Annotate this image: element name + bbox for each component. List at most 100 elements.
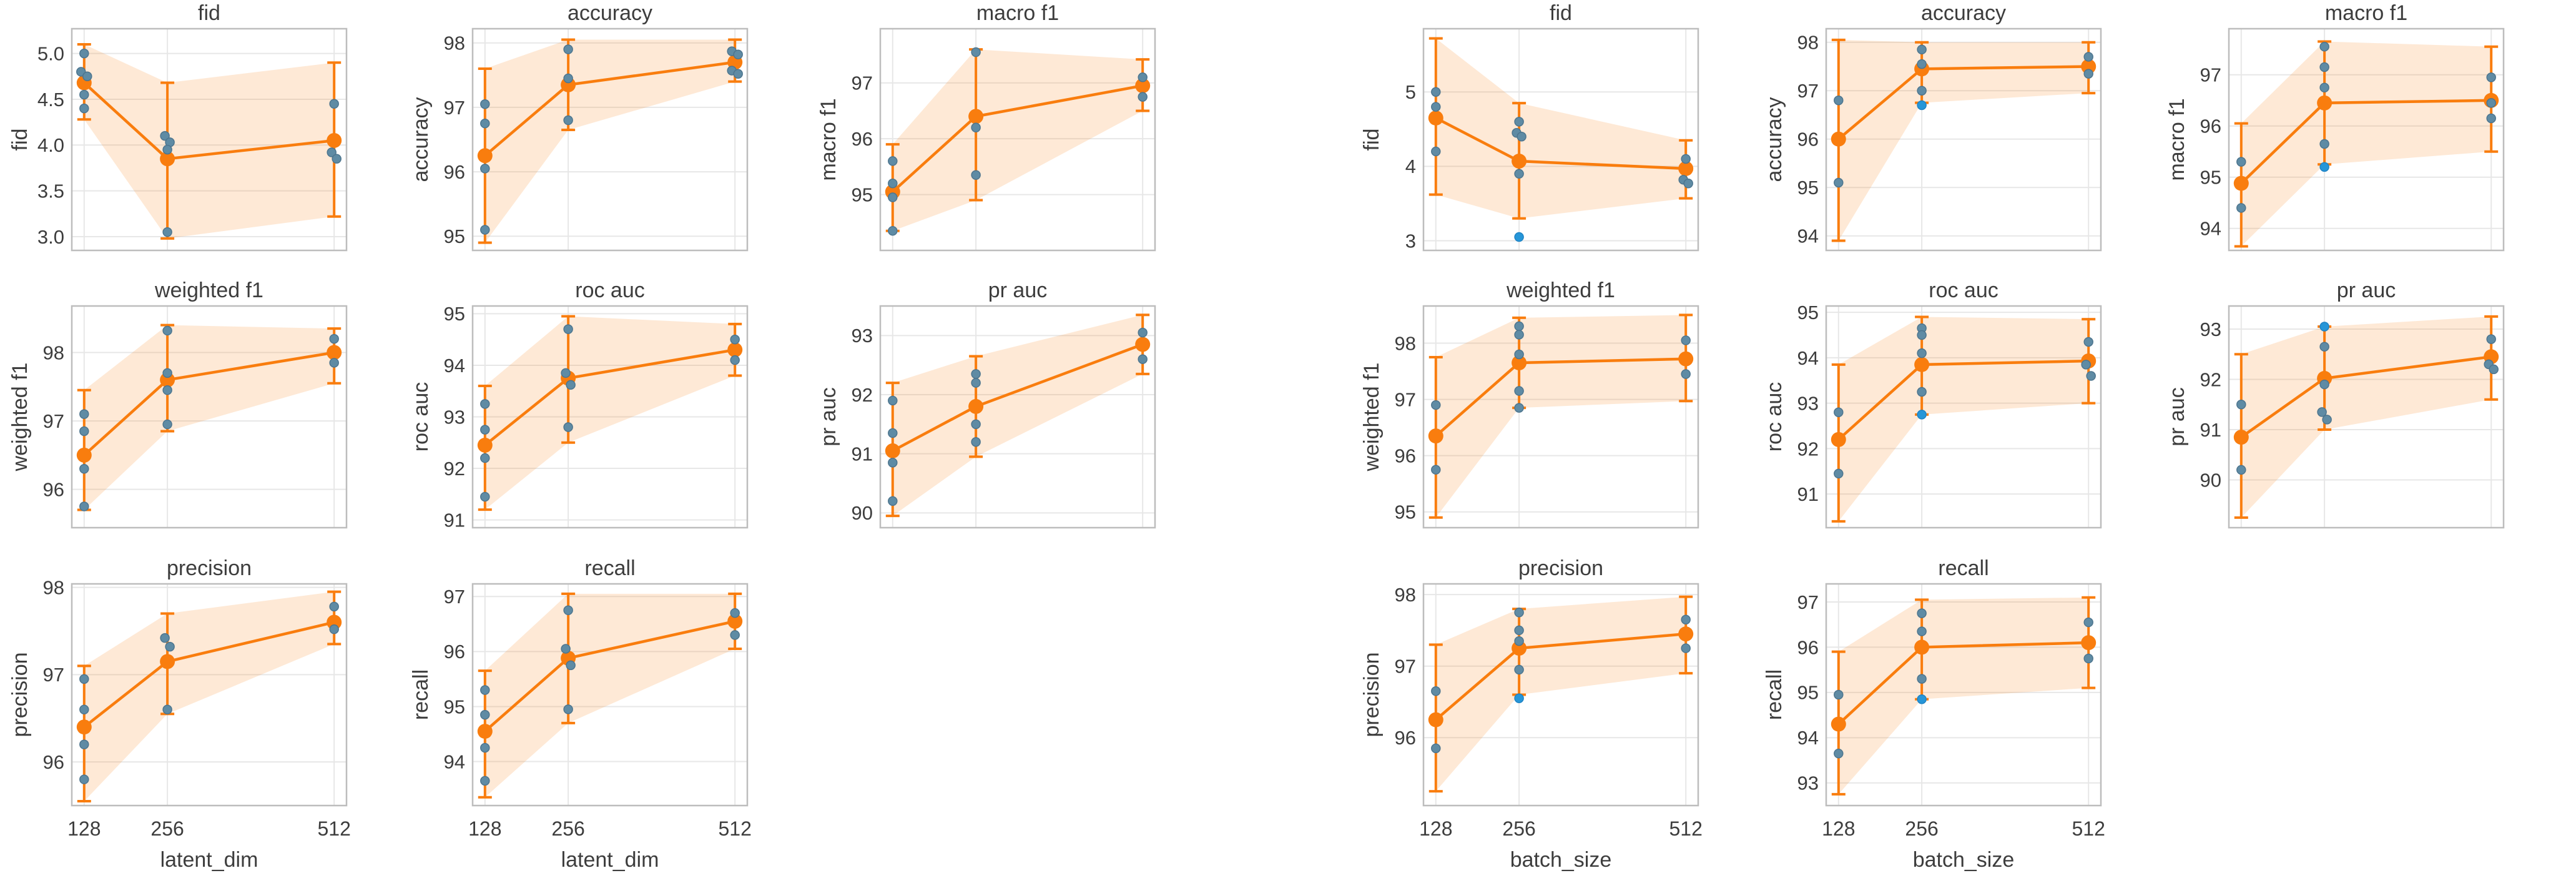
subplot-latent_dim-weighted-f1: weighted f1 96 97 98 weighted f1	[9, 280, 348, 529]
observation-point	[329, 358, 339, 368]
observation-point	[2486, 113, 2496, 124]
mean-point	[1428, 712, 1443, 728]
observation-point	[2319, 139, 2329, 149]
subplot-latent_dim-recall: recall 94 95 96 97 recall 128 256 512 latent_dim	[410, 558, 752, 871]
observation-point	[2236, 400, 2246, 410]
chart-title: weighted f1	[154, 280, 263, 302]
y-axis-label: weighted f1	[9, 363, 32, 472]
y-tick-label: 97	[1395, 388, 1416, 410]
observation-point	[79, 501, 89, 511]
observation-point	[888, 192, 898, 202]
mean-point	[1512, 154, 1527, 169]
observation-point	[1681, 614, 1691, 625]
y-tick-label: 5.0	[37, 42, 64, 64]
y-tick-label: 94	[1797, 727, 1819, 749]
observation-point	[971, 170, 981, 180]
axes-border	[71, 305, 348, 529]
observation-point	[2319, 82, 2329, 93]
y-axis-label: fid	[1361, 129, 1384, 151]
mean-point	[76, 447, 92, 463]
observation-point	[1431, 686, 1441, 696]
observation-point	[1834, 748, 1844, 759]
y-tick-label: 4.5	[37, 89, 64, 111]
observation-point	[2486, 98, 2496, 108]
observation-point	[1834, 407, 1844, 417]
observation-point	[888, 496, 898, 506]
chart-title: macro f1	[976, 2, 1059, 25]
observation-point	[1683, 179, 1693, 189]
y-tick-label: 3.5	[37, 180, 64, 202]
x-tick-label: 512	[318, 817, 351, 840]
y-tick-label: 95	[1797, 302, 1819, 323]
mean-point	[968, 109, 984, 124]
y-tick-label: 97	[2200, 64, 2221, 86]
observation-point	[971, 122, 981, 133]
mean-point	[76, 719, 92, 735]
y-axis-label: macro f1	[2166, 98, 2189, 180]
subplot-batch_size-fid: fid 3 4 5 fid	[1361, 2, 1699, 252]
observation-point	[82, 71, 92, 82]
observation-point	[2317, 407, 2327, 417]
plot-area	[72, 29, 347, 250]
observation-point	[563, 115, 573, 126]
subplot-latent_dim-pr-auc: pr auc 90 91 92 93 pr auc	[818, 280, 1156, 529]
observation-point	[329, 624, 339, 634]
mean-point	[1135, 78, 1151, 94]
observation-point	[1514, 636, 1524, 646]
observation-point	[162, 704, 172, 715]
confidence-band	[1838, 597, 2089, 794]
observation-point	[329, 333, 339, 344]
observation-point	[329, 99, 339, 109]
observation-point	[1681, 335, 1691, 345]
y-tick-label: 97	[444, 97, 465, 119]
y-tick-label: 97	[1797, 80, 1819, 102]
y-axis-label: accuracy	[410, 97, 433, 182]
axes-border	[71, 27, 348, 252]
observation-point	[1514, 330, 1524, 340]
x-tick-label: 128	[67, 817, 101, 840]
observation-point	[733, 49, 743, 60]
observation-point	[730, 608, 740, 618]
mean-point	[2233, 430, 2249, 445]
chart-title: pr auc	[988, 280, 1048, 302]
y-tick-label: 96	[43, 751, 64, 773]
y-tick-label: 95	[1797, 177, 1819, 199]
y-tick-label: 93	[444, 406, 465, 428]
chart-title: pr auc	[2337, 280, 2396, 302]
y-tick-label: 94	[444, 751, 465, 772]
y-tick-label: 96	[444, 161, 465, 183]
observation-point	[79, 48, 89, 59]
mean-point	[1135, 337, 1151, 352]
y-tick-label: 96	[852, 128, 873, 150]
plot-area	[2229, 29, 2504, 250]
observation-point	[888, 225, 898, 236]
observation-point	[561, 644, 571, 654]
observation-point	[888, 428, 898, 438]
y-tick-label: 96	[1797, 129, 1819, 150]
mean-point	[2233, 175, 2249, 191]
observation-point	[79, 103, 89, 114]
observation-point	[1834, 177, 1844, 188]
mean-point	[1428, 110, 1443, 126]
y-axis-label: fid	[9, 129, 32, 151]
y-tick-label: 97	[852, 72, 873, 94]
observation-point-bright	[2319, 162, 2329, 172]
subplot-batch_size-macro-f1: macro f1 94 95 96 97 macro f1	[2166, 2, 2505, 252]
x-tick-label: 512	[719, 817, 752, 840]
y-tick-label: 96	[1395, 445, 1416, 467]
y-tick-label: 93	[852, 325, 873, 347]
mean-point	[1678, 160, 1694, 176]
y-tick-label: 91	[852, 443, 873, 465]
plot-area	[1826, 306, 2101, 528]
observation-point-bright	[1917, 694, 1927, 704]
observation-point	[1681, 154, 1691, 164]
mean-point	[968, 398, 984, 414]
confidence-band	[84, 325, 335, 510]
confidence-band	[84, 44, 335, 239]
observation-point	[1917, 674, 1927, 684]
observation-point	[79, 704, 89, 715]
observation-point	[1681, 643, 1691, 653]
chart-title: accuracy	[1921, 2, 2006, 25]
observation-point	[480, 118, 490, 129]
